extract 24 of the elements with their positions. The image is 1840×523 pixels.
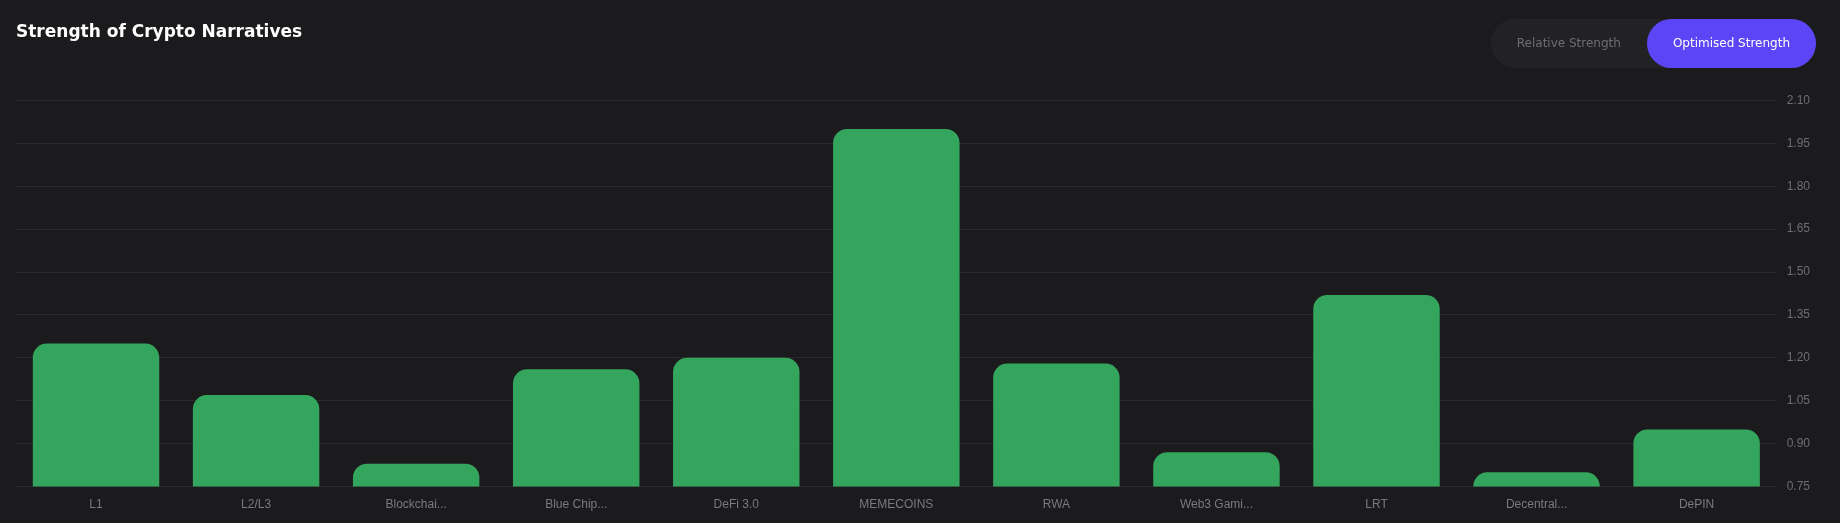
x-tick-label: Blue Chip... <box>545 497 608 512</box>
y-tick-label: 0.75 <box>1786 478 1811 493</box>
y-tick-label: 1.95 <box>1786 135 1811 150</box>
x-tick-label: L1 <box>89 497 104 512</box>
y-tick-label: 1.05 <box>1786 393 1811 408</box>
x-tick-label: L2/L3 <box>241 497 272 512</box>
x-tick-label: Web3 Gami... <box>1179 497 1254 512</box>
text: Relative Strength <box>1515 35 1622 52</box>
y-tick-label: 1.65 <box>1786 221 1811 236</box>
x-tick-label: DeFi 3.0 <box>713 497 760 512</box>
x-tick-label: LRT <box>1365 497 1389 512</box>
y-tick-label: 0.90 <box>1786 436 1811 450</box>
x-tick-label: Blockchai... <box>385 497 447 512</box>
x-tick-label: DePIN <box>1678 497 1715 512</box>
y-tick-label: 1.35 <box>1786 307 1811 322</box>
x-tick-label: MEMECOINS <box>859 497 934 512</box>
y-tick-label: 2.10 <box>1786 92 1811 107</box>
y-tick-label: 1.50 <box>1786 264 1811 279</box>
x-tick-label: Decentral... <box>1505 497 1568 512</box>
x-tick-label: RWA <box>1042 497 1071 512</box>
y-tick-label: 1.20 <box>1786 350 1811 365</box>
y-tick-label: 1.80 <box>1786 178 1811 193</box>
text: Optimised Strength <box>1646 19 1816 68</box>
chart-title: Strength of Crypto Narratives <box>16 20 303 41</box>
